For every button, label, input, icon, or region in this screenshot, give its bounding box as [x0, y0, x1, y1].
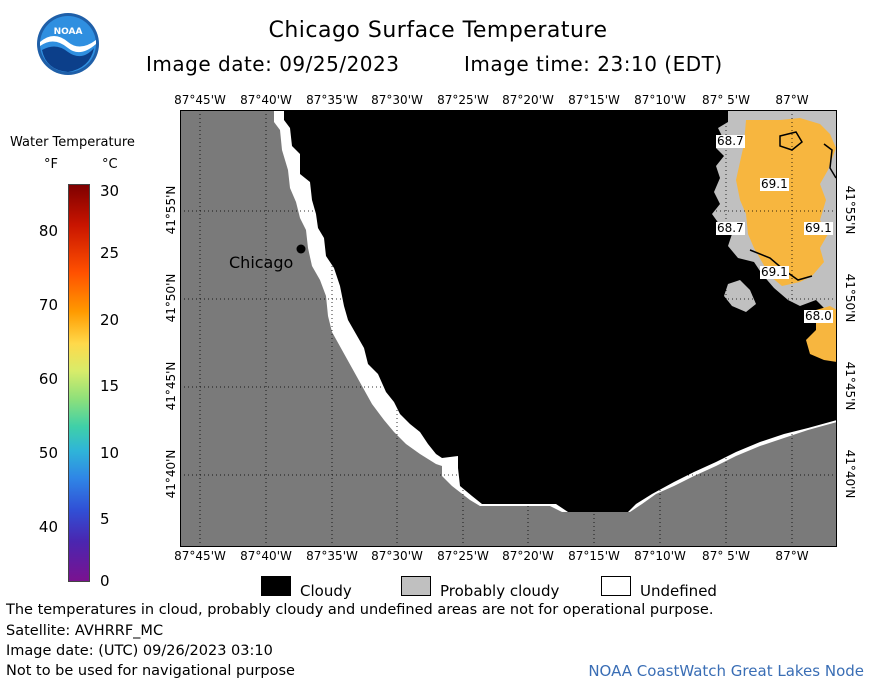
lon-label: 87°30'W [371, 93, 423, 107]
cloudy-area [284, 110, 837, 512]
lon-label: 87°25'W [437, 549, 489, 563]
tick-f: 80 [38, 222, 58, 240]
lon-label: 87°15'W [568, 93, 620, 107]
tick-f: 40 [38, 518, 58, 536]
lon-label: 87°35'W [306, 549, 358, 563]
lat-label: 41°50'N [843, 273, 857, 323]
temp-label: 69.1 [760, 265, 789, 279]
footer-satellite: Satellite: AVHRRF_MC [6, 623, 164, 639]
warm-water-area [736, 118, 836, 286]
temperature-color-scale [68, 184, 90, 582]
lon-label: 87°W [775, 93, 809, 107]
lon-label: 87°20'W [502, 549, 554, 563]
lon-label: 87°10'W [634, 549, 686, 563]
lat-label: 41°45'N [843, 361, 857, 411]
temperature-contour [779, 131, 803, 151]
footer-utc-date: Image date: (UTC) 09/26/2023 03:10 [6, 643, 273, 659]
footer-node-credit: NOAA CoastWatch Great Lakes Node [588, 662, 864, 680]
temp-label: 68.0 [804, 309, 833, 323]
lon-label: 87° 5'W [702, 93, 750, 107]
city-label: Chicago [229, 253, 294, 272]
tick-f: 60 [38, 370, 58, 388]
noaa-logo: NOAA [37, 13, 99, 75]
tick-c: 20 [100, 311, 120, 329]
lon-label: 87°45'W [174, 549, 226, 563]
tick-c: 10 [100, 444, 120, 462]
lon-label: 87° 5'W [702, 549, 750, 563]
legend-label-cloudy: Cloudy [300, 582, 352, 600]
lon-label: 87°25'W [437, 93, 489, 107]
lon-label: 87°30'W [371, 549, 423, 563]
lon-label: 87°35'W [306, 93, 358, 107]
lon-label: 87°40'W [240, 93, 292, 107]
tick-c: 15 [100, 377, 120, 395]
lon-label: 87°10'W [634, 93, 686, 107]
lon-label: 87°W [775, 549, 809, 563]
map [180, 110, 837, 547]
tick-c: 0 [100, 572, 110, 590]
legend-swatch-probably-cloudy [401, 576, 431, 596]
lon-label: 87°45'W [174, 93, 226, 107]
legend-label-probably-cloudy: Probably cloudy [440, 582, 560, 600]
lat-label: 41°50'N [164, 273, 178, 323]
image-time: Image time: 23:10 (EDT) [464, 52, 723, 76]
probably-cloudy-area [724, 280, 756, 312]
lon-label: 87°15'W [568, 549, 620, 563]
tick-f: 70 [38, 296, 58, 314]
temp-label: 68.7 [716, 134, 745, 148]
image-date: Image date: 09/25/2023 [146, 52, 400, 76]
chicago-marker [296, 244, 306, 254]
temp-label: 68.7 [716, 221, 745, 235]
noaa-logo-text: NOAA [54, 27, 83, 37]
lat-label: 41°45'N [164, 361, 178, 411]
temp-label: 69.1 [760, 177, 789, 191]
tick-c: 5 [100, 510, 110, 528]
tick-c: 25 [100, 244, 120, 262]
map-grid [180, 110, 837, 547]
footer-note: The temperatures in cloud, probably clou… [6, 602, 714, 618]
tick-c: 30 [100, 182, 120, 200]
scale-title: Water Temperature [10, 135, 135, 150]
legend-swatch-cloudy [261, 576, 291, 596]
lat-label: 41°55'N [843, 185, 857, 235]
page-title: Chicago Surface Temperature [268, 18, 608, 43]
temperature-contour [823, 143, 837, 179]
lon-label: 87°20'W [502, 93, 554, 107]
unit-celsius: °C [102, 157, 118, 172]
lat-label: 41°40'N [843, 449, 857, 499]
footer-nav-warning: Not to be used for navigational purpose [6, 663, 295, 679]
unit-fahrenheit: °F [44, 157, 58, 172]
temp-label: 69.1 [804, 221, 833, 235]
lon-label: 87°40'W [240, 549, 292, 563]
lat-label: 41°55'N [164, 185, 178, 235]
tick-f: 50 [38, 444, 58, 462]
legend-swatch-undefined [601, 576, 631, 596]
lat-label: 41°40'N [164, 449, 178, 499]
legend-label-undefined: Undefined [640, 582, 717, 600]
